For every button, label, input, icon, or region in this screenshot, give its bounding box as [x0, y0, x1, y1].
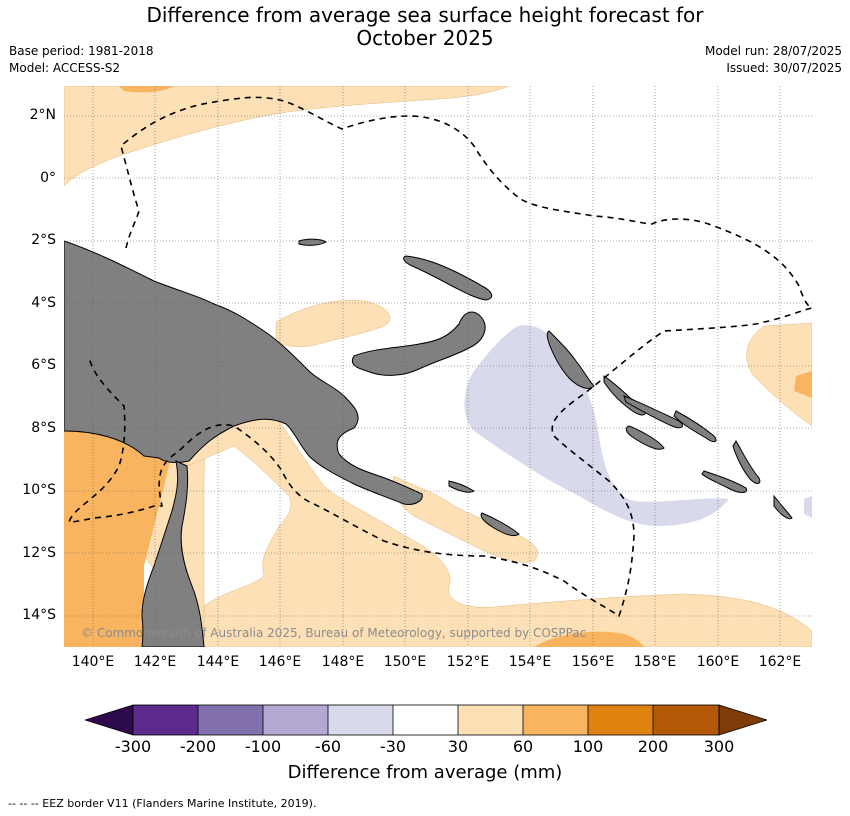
- title-line-2: October 2025: [356, 26, 494, 50]
- colorbar-tick-100: 100: [572, 737, 604, 756]
- lon-tick-140e: 140°E: [71, 654, 115, 670]
- map-svg: [64, 86, 812, 647]
- makira: [701, 470, 748, 493]
- anomaly-30-60-coral-sea: [392, 475, 539, 563]
- lat-tick-14s: 14°S: [22, 607, 56, 623]
- new-ireland: [403, 255, 493, 301]
- colorbar-tick-200: 200: [637, 737, 669, 756]
- anomaly-neg-30-60-edge: [804, 496, 812, 518]
- lon-tick-144e: 144°E: [196, 654, 240, 670]
- guadalcanal: [625, 425, 665, 450]
- lat-tick-6s: 6°S: [31, 357, 56, 373]
- colorbar-swatch-6: [458, 705, 523, 735]
- graticule: [64, 86, 812, 647]
- lon-tick-160e: 160°E: [696, 654, 740, 670]
- colorbar-swatch-3: [263, 705, 328, 735]
- malaita: [673, 410, 717, 443]
- colorbar-swatch-1: [133, 705, 198, 735]
- map-panel: [64, 86, 812, 647]
- colorbar-tick-neg300: -300: [114, 737, 152, 756]
- colorbar: [85, 704, 767, 736]
- lat-tick-12s: 12°S: [22, 545, 56, 561]
- lon-tick-142e: 142°E: [133, 654, 177, 670]
- map-title: Difference from average sea surface heig…: [0, 4, 850, 50]
- lon-tick-156e: 156°E: [571, 654, 615, 670]
- colorbar-tick-neg100: -100: [244, 737, 282, 756]
- lon-tick-162e: 162°E: [758, 654, 802, 670]
- colorbar-tick-neg60: -60: [314, 737, 342, 756]
- meta-right: Model run: 28/07/2025 Issued: 30/07/2025: [705, 43, 842, 77]
- anomaly-30-60-east-of-cape: [186, 403, 812, 647]
- colorbar-swatch-4: [328, 705, 393, 735]
- lon-tick-154e: 154°E: [508, 654, 552, 670]
- colorbar-label: Difference from average (mm): [287, 762, 563, 783]
- colorbar-swatch-8: [588, 705, 653, 735]
- lat-tick-2n: 2°N: [29, 107, 56, 123]
- colorbar-swatch-2: [198, 705, 263, 735]
- colorbar-extend-high: [718, 704, 767, 736]
- lon-tick-146e: 146°E: [258, 654, 302, 670]
- lat-tick-4s: 4°S: [31, 295, 56, 311]
- colorbar-dividers: [132, 704, 720, 736]
- lon-tick-148e: 148°E: [321, 654, 365, 670]
- colorbar-swatch-5: [393, 705, 458, 735]
- colorbar-tick-300: 300: [703, 737, 735, 756]
- anomaly-neg-30-60: [464, 325, 729, 527]
- new-guinea: [64, 240, 423, 505]
- louisiade: [480, 512, 520, 537]
- vanuatu-south: [773, 494, 793, 520]
- lat-tick-0: 0°: [40, 170, 56, 186]
- new-britain: [351, 311, 486, 376]
- colorbar-tick-60: 60: [512, 737, 534, 756]
- eez-footnote: -- -- -- EEZ border V11 (Flanders Marine…: [8, 797, 317, 810]
- lon-tick-152e: 152°E: [446, 654, 490, 670]
- colorbar-swatch-7: [523, 705, 588, 735]
- lat-tick-8s: 8°S: [31, 420, 56, 436]
- colorbar-swatch-9: [653, 705, 719, 735]
- colorbar-tick-30: 30: [447, 737, 469, 756]
- anomaly-60-100-south: [534, 631, 644, 647]
- anomaly-30-60-bismarck: [275, 300, 391, 347]
- anomaly-60-100-east: [794, 371, 812, 398]
- woodlark: [448, 480, 475, 493]
- anomaly-30-60-east: [746, 322, 812, 427]
- land-masses: [64, 238, 793, 647]
- santa-isabel: [623, 395, 683, 429]
- meta-left: Base period: 1981-2018 Model: ACCESS-S2: [9, 43, 154, 77]
- lon-tick-158e: 158°E: [633, 654, 677, 670]
- base-period: Base period: 1981-2018: [9, 44, 154, 58]
- lat-tick-2s: 2°S: [31, 232, 56, 248]
- colorbar-tick-neg200: -200: [179, 737, 217, 756]
- model-run: Model run: 28/07/2025: [704, 44, 842, 58]
- lat-tick-10s: 10°S: [22, 482, 56, 498]
- lon-tick-150e: 150°E: [383, 654, 427, 670]
- bougainville: [546, 330, 595, 389]
- eez-border: [67, 96, 812, 618]
- anomaly-30-60-north: [64, 86, 510, 187]
- title-line-1: Difference from average sea surface heig…: [146, 3, 704, 27]
- colorbar-extend-low: [85, 704, 134, 736]
- model-name: Model: ACCESS-S2: [9, 61, 121, 75]
- anomaly-60-100-north: [119, 86, 174, 93]
- cape-york: [141, 460, 205, 647]
- colorbar-tick-neg30: -30: [379, 737, 407, 756]
- vanuatu-north: [732, 440, 761, 484]
- copyright-notice: © Commonwealth of Australia 2025, Bureau…: [81, 626, 587, 640]
- issued-date: Issued: 30/07/2025: [726, 61, 842, 75]
